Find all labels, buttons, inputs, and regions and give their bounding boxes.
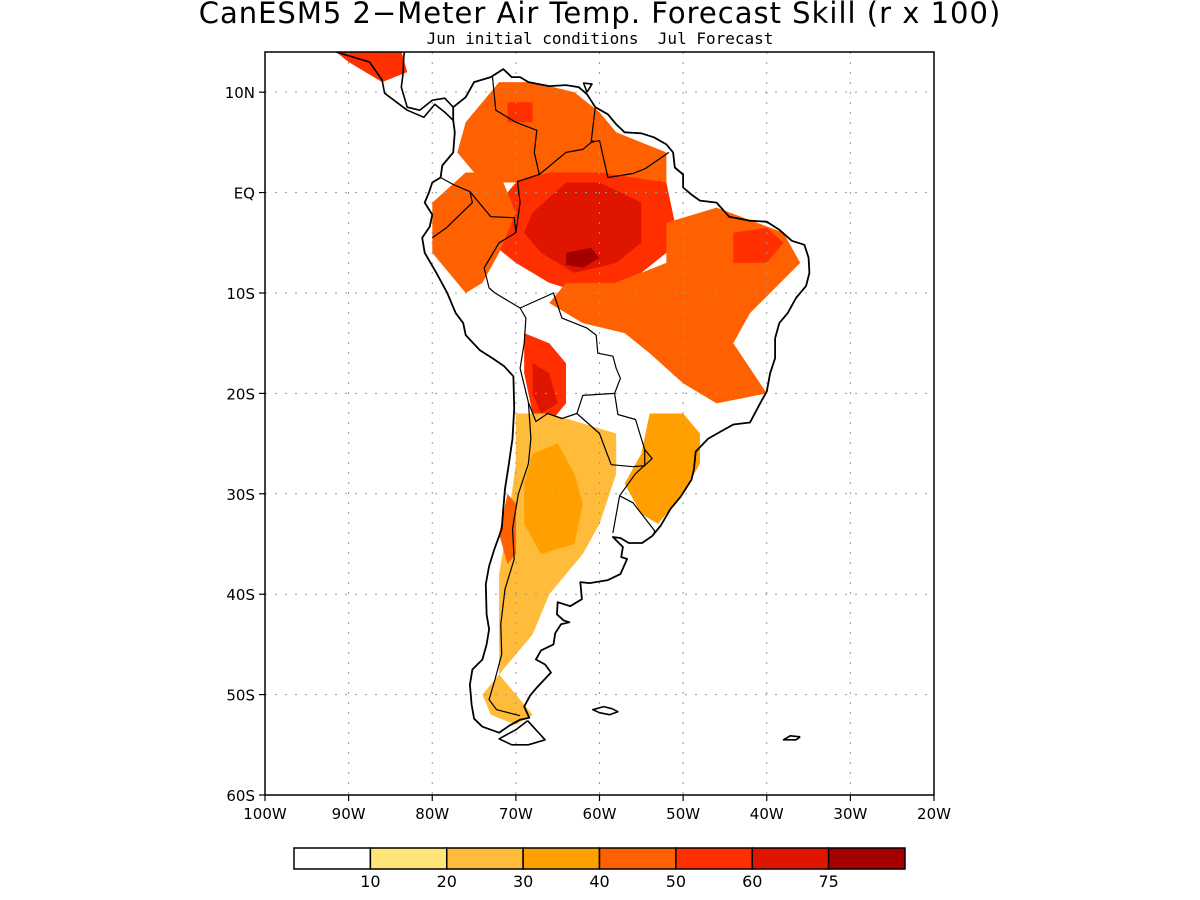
colorbar-swatch [369, 847, 448, 870]
colorbar-swatch [751, 847, 830, 870]
lon-tick-label: 60W [583, 805, 617, 823]
lat-tick-label: 50S [226, 687, 255, 705]
skill-region-amazon-core [524, 182, 642, 273]
island-south-georgia [782, 735, 801, 741]
lon-tick-label: 40W [750, 805, 784, 823]
lat-tick-label: 10N [225, 84, 255, 102]
lon-tick-label: 30W [833, 805, 867, 823]
plot-title: CanESM5 2−Meter Air Temp. Forecast Skill… [198, 0, 1002, 30]
skill-region-amazon-peak [566, 247, 600, 268]
lon-tick-label: 80W [415, 805, 449, 823]
border-colombia-peru [469, 191, 517, 233]
border-bolivia [519, 292, 621, 423]
colorbar: 10 20 30 40 50 60 75 [293, 847, 906, 891]
skill-region-chile-coast [499, 493, 516, 565]
colorbar-swatch [675, 847, 753, 870]
colorbar-label: 40 [589, 872, 609, 891]
lon-tick-label: 50W [666, 805, 700, 823]
border-uruguay-argentina [612, 495, 621, 534]
colorbar-label: 20 [437, 872, 457, 891]
skill-region-peru-ecuador [432, 172, 516, 293]
border-venezuela-brazil [538, 139, 594, 175]
skill-shading [336, 52, 801, 725]
colorbar-swatch [293, 847, 372, 870]
lon-tick-label: 20W [917, 805, 951, 823]
colorbar-swatch [827, 847, 906, 870]
skill-region-northeast-brazil-hot [733, 227, 784, 263]
colorbar-label: 60 [742, 872, 762, 891]
coastline-south-america [421, 68, 811, 734]
border-ecuador [431, 176, 473, 239]
coastlines-borders [335, 52, 811, 746]
coastline-central-america-caribbean [400, 52, 454, 111]
island-tierra-del-fuego [498, 720, 546, 746]
skill-region-southeast-brazil [624, 413, 700, 524]
skill-region-central-america [336, 52, 408, 83]
lon-tick-label: 90W [332, 805, 366, 823]
lat-tick-label: 40S [226, 586, 255, 604]
skill-region-argentina-mid [524, 443, 583, 554]
lat-tick-label: 20S [226, 385, 255, 403]
plot-subtitle: Jun initial conditions Jul Forecast [426, 29, 774, 48]
lat-tick-label: 60S [226, 787, 255, 805]
lat-tick-label: 30S [226, 486, 255, 504]
colorbar-label: 30 [513, 872, 533, 891]
island-trinidad [582, 82, 593, 93]
colorbar-swatch [598, 847, 677, 870]
coastline-central-america-pacific [335, 52, 454, 121]
colorbar-swatch [446, 847, 524, 870]
lon-tick-label: 70W [499, 805, 533, 823]
colorbar-swatch [522, 847, 601, 870]
skill-region-bolivia-inner [532, 363, 558, 414]
lat-tick-label: 10S [226, 285, 255, 303]
grid-lines [265, 52, 934, 795]
skill-region-patagonia-south [482, 674, 533, 725]
island-falklands [592, 705, 619, 716]
skill-region-colombia-hot [507, 102, 533, 123]
colorbar-label: 10 [360, 872, 380, 891]
lat-tick-label: EQ [234, 185, 255, 203]
border-andean-west [483, 77, 540, 369]
colorbar-label: 50 [666, 872, 686, 891]
lon-tick-label: 100W [243, 805, 287, 823]
colorbar-label: 75 [818, 872, 838, 891]
border-chile-argentina [488, 402, 532, 717]
